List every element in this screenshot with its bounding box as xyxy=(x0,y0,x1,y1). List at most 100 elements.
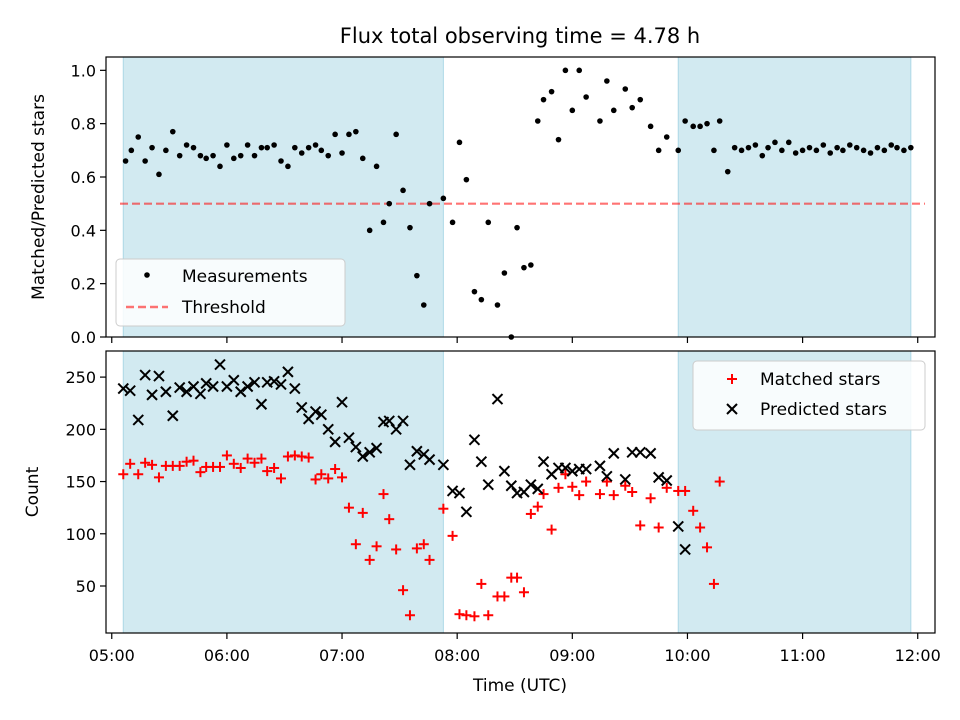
measurement-point xyxy=(149,144,155,151)
measurement-point xyxy=(264,144,270,151)
legend-matched-label: Matched stars xyxy=(760,370,880,390)
counts-x-tick-label: 12:00 xyxy=(895,646,941,665)
measurement-point xyxy=(704,120,710,127)
matched-star-point xyxy=(653,522,664,533)
counts-legend: Matched stars Predicted stars xyxy=(692,360,926,431)
predicted-star-point xyxy=(404,459,416,471)
matched-star-point xyxy=(228,458,239,469)
counts-y-label: Count xyxy=(23,466,43,517)
matched-star-point xyxy=(438,503,449,514)
measurement-point xyxy=(346,131,352,138)
matched-star-point xyxy=(242,453,253,464)
measurement-point xyxy=(894,144,900,151)
ratio-y-tick-label: 0.2 xyxy=(71,275,96,294)
matched-star-point xyxy=(262,466,273,477)
measurement-point xyxy=(534,118,541,124)
matched-star-point xyxy=(567,481,578,492)
matched-star-point xyxy=(708,578,719,589)
matched-star-point xyxy=(357,507,368,518)
matched-star-point xyxy=(303,452,314,463)
measurement-point xyxy=(237,152,244,159)
matched-star-point xyxy=(118,469,129,480)
measurement-point xyxy=(366,227,373,234)
measurement-point xyxy=(629,104,635,111)
matched-star-point xyxy=(411,543,422,554)
matched-star-point xyxy=(553,482,564,493)
measurement-point xyxy=(414,272,420,279)
measurement-point xyxy=(772,139,778,146)
predicted-star-point xyxy=(200,377,212,390)
matched-star-point xyxy=(282,451,293,462)
predicted-star-point xyxy=(207,380,219,393)
matched-star-point xyxy=(469,611,480,622)
measurement-point xyxy=(759,152,766,159)
measurement-point xyxy=(190,144,197,151)
predicted-star-point xyxy=(329,436,341,448)
measurement-point xyxy=(485,219,492,226)
measurement-point xyxy=(853,144,860,151)
measurement-point xyxy=(840,147,846,154)
predicted-star-point xyxy=(566,465,579,477)
matched-star-point xyxy=(337,472,348,483)
measurement-point xyxy=(521,264,527,271)
matched-star-point xyxy=(512,572,523,583)
measurement-point xyxy=(637,96,644,103)
predicted-star-point xyxy=(117,382,129,395)
counts-x-tick-label: 09:00 xyxy=(549,646,595,665)
predicted-star-point xyxy=(228,374,240,386)
matched-star-point xyxy=(343,502,354,513)
measurement-point xyxy=(597,118,603,124)
ratio-legend: Measurements Threshold xyxy=(115,258,346,327)
predicted-star-point xyxy=(537,456,550,468)
predicted-star-point xyxy=(289,382,301,395)
measurement-point xyxy=(785,139,792,146)
measurement-point xyxy=(792,150,799,156)
matched-star-point xyxy=(140,457,151,468)
counts-x-tick-label: 11:00 xyxy=(780,646,826,665)
predicted-star-point xyxy=(505,480,517,492)
predicted-star-point xyxy=(336,396,348,408)
predicted-star-point xyxy=(468,434,481,446)
matched-star-point xyxy=(364,554,375,565)
matched-star-point xyxy=(316,469,327,480)
predicted-star-point xyxy=(370,442,383,454)
measurement-point xyxy=(400,187,406,194)
matched-star-point xyxy=(371,541,382,552)
counts-y-tick-label: 150 xyxy=(65,473,96,492)
measurement-point xyxy=(583,94,589,100)
measurement-point xyxy=(393,131,399,138)
counts-x-tick-label: 05:00 xyxy=(89,646,135,665)
matched-star-point xyxy=(195,467,206,478)
predicted-star-point xyxy=(619,473,631,486)
measurement-point xyxy=(203,155,209,162)
ratio-panel: 0.0 0.2 0.4 0.6 0.8 1.0 Matched/Predicted sta… xyxy=(29,56,936,347)
measurement-point xyxy=(663,134,670,140)
measurement-point xyxy=(494,302,501,308)
ratio-y-tick-label: 0.4 xyxy=(71,221,96,240)
counts-y-tick-label: 100 xyxy=(65,525,96,544)
matched-star-point xyxy=(661,482,672,493)
matched-star-point xyxy=(310,474,321,485)
matched-star-point xyxy=(289,450,300,461)
measurement-points xyxy=(122,67,914,340)
measurement-point xyxy=(867,150,874,156)
x-axis-label: Time (UTC) xyxy=(472,676,567,696)
ratio-y-tick-label: 0.8 xyxy=(71,115,96,134)
measurement-point xyxy=(501,270,508,276)
measurement-point xyxy=(380,219,387,226)
matched-star-point xyxy=(181,456,192,467)
measurement-point xyxy=(128,147,135,154)
measurement-point xyxy=(426,200,433,207)
matched-star-point xyxy=(256,453,267,464)
predicted-star-point xyxy=(357,450,369,463)
matched-star-point xyxy=(133,469,144,480)
matched-star-point xyxy=(627,487,638,497)
matched-star-point xyxy=(483,610,494,621)
predicted-star-point xyxy=(498,465,511,477)
predicted-star-point xyxy=(559,462,572,474)
measurement-point xyxy=(576,67,583,74)
predicted-star-point xyxy=(594,460,606,472)
measurement-point xyxy=(540,96,547,103)
measurement-point xyxy=(169,128,176,135)
